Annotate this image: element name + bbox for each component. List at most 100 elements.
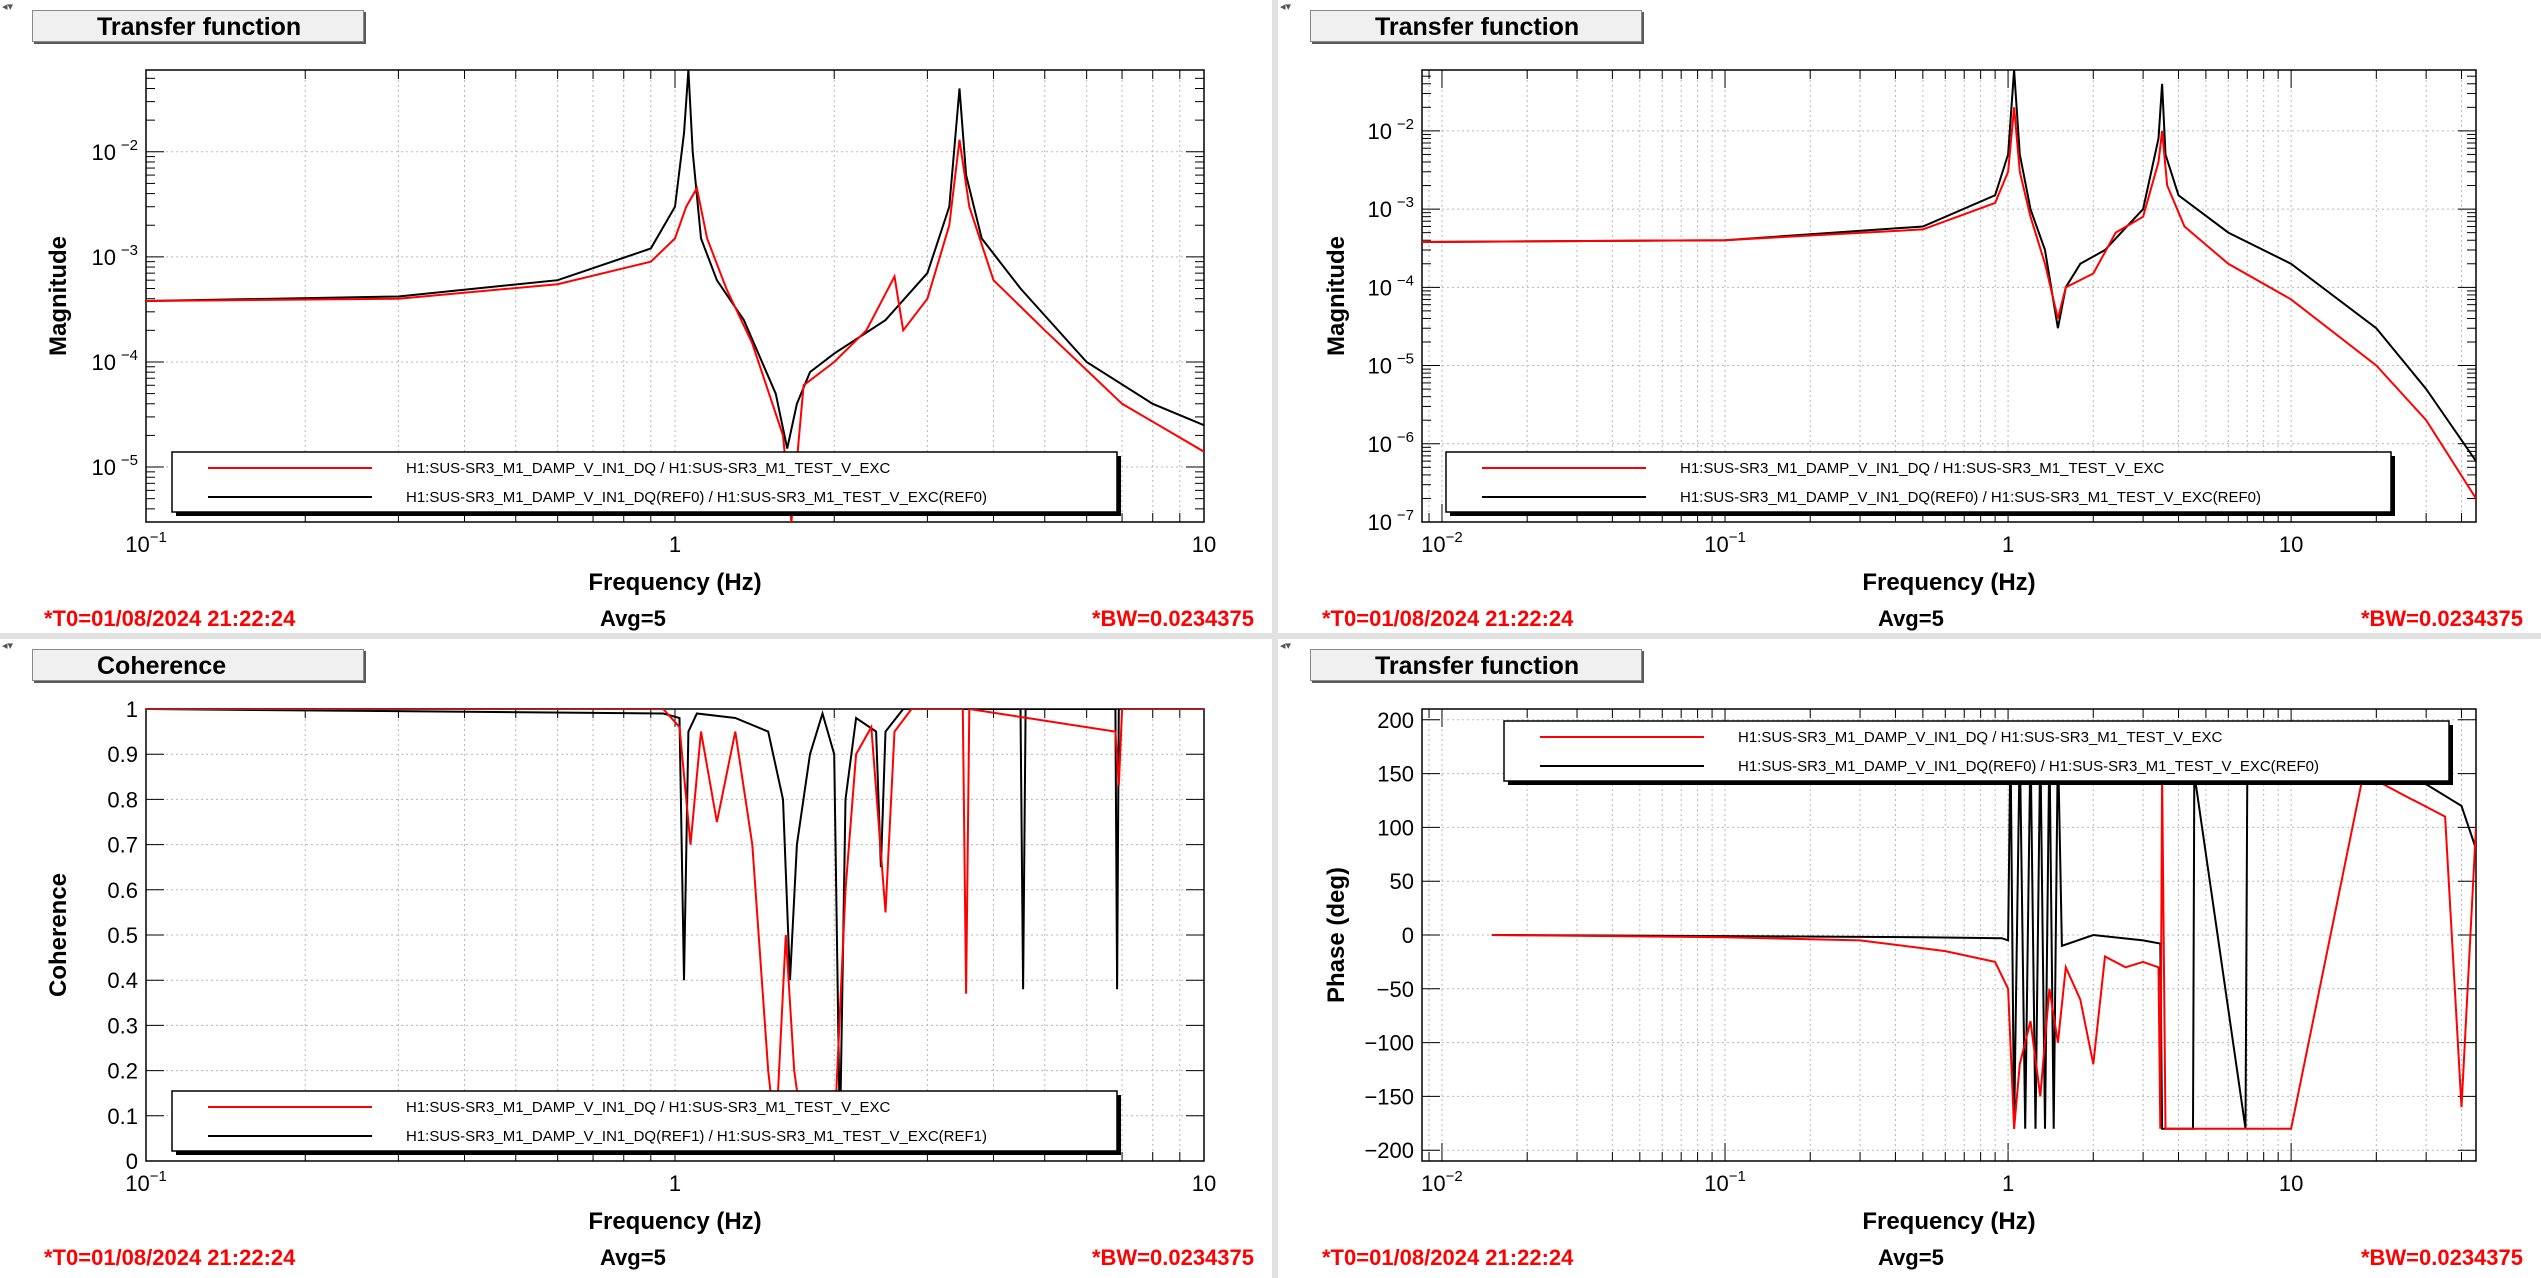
coherence-chart[interactable]: 10−1 1 1000.10.20.30.40.50.60.70.80.91Freq… — [0, 639, 1272, 1239]
legend-entry-label: H1:SUS-SR3_M1_DAMP_V_IN1_DQ / H1:SUS-SR3… — [1738, 729, 2223, 746]
y-tick-label: −150 — [1364, 1084, 1414, 1109]
x-tick-label: 10−1 — [1704, 529, 1746, 557]
plot-frame — [1421, 708, 2477, 1162]
y-tick-label: 150 — [1377, 762, 1414, 787]
y-tick-label: 0.8 — [107, 787, 138, 812]
y-tick-label: 200 — [1377, 708, 1414, 733]
series-line-0 — [146, 70, 1204, 449]
phase-chart[interactable]: 10−2 10−1 1 10 −200 −150 −100 −50 0 50 100 150 200 Fr… — [1278, 639, 2541, 1239]
series-line-0 — [1422, 70, 2476, 462]
legend-entry-label: H1:SUS-SR3_M1_DAMP_V_IN1_DQ / H1:SUS-SR3… — [1680, 460, 2165, 477]
y-tick-label: 10 −4 — [1368, 272, 1414, 300]
averages-count: Avg=5 — [1878, 606, 1944, 631]
y-tick-label: 0.5 — [107, 923, 138, 948]
pad-resize-arrow-icon[interactable]: ◂▾ — [1280, 1, 1292, 13]
legend: H1:SUS-SR3_M1_DAMP_V_IN1_DQ / H1:SUS-SR3… — [171, 1090, 1121, 1155]
series-line-1 — [146, 139, 1204, 522]
x-tick-label: 10 — [1192, 1171, 1216, 1196]
y-tick-label: 10 −7 — [1368, 507, 1414, 535]
y-axis-label: Magnitude — [1323, 236, 1350, 356]
grid — [1422, 69, 2476, 523]
series-line-1 — [1491, 772, 2476, 1130]
y-tick-label: 100 — [1377, 815, 1414, 840]
y-tick-label: 0.6 — [107, 878, 138, 903]
pad-title: Transfer function — [1310, 649, 1642, 681]
x-tick-label: 10−1 — [125, 529, 167, 557]
t0-timestamp: *T0=01/08/2024 21:22:24 — [1322, 1245, 1574, 1270]
y-tick-label: 1 — [126, 697, 138, 722]
averages-count: Avg=5 — [600, 606, 666, 631]
legend-entry-label: H1:SUS-SR3_M1_DAMP_V_IN1_DQ / H1:SUS-SR3… — [406, 460, 891, 477]
t0-timestamp: *T0=01/08/2024 21:22:24 — [1322, 606, 1574, 631]
x-tick-label: 10−1 — [1704, 1168, 1746, 1196]
grid — [145, 69, 1205, 523]
y-tick-label: −100 — [1364, 1031, 1414, 1056]
x-tick-label: 1 — [669, 1171, 681, 1196]
bandwidth-value: *BW=0.0234375 — [2360, 1245, 2523, 1270]
y-tick-label: 0 — [1402, 923, 1414, 948]
averages-count: Avg=5 — [1878, 1245, 1944, 1270]
y-tick-label: 0 — [126, 1149, 138, 1174]
y-tick-label: 0.9 — [107, 742, 138, 767]
y-tick-label: 0.7 — [107, 833, 138, 858]
legend-entry-label: H1:SUS-SR3_M1_DAMP_V_IN1_DQ(REF0) / H1:S… — [406, 489, 987, 506]
pad-resize-arrow-icon[interactable]: ◂▾ — [2, 1, 14, 13]
legend: H1:SUS-SR3_M1_DAMP_V_IN1_DQ / H1:SUS-SR3… — [1445, 451, 2395, 516]
legend-entry-label: H1:SUS-SR3_M1_DAMP_V_IN1_DQ(REF0) / H1:S… — [1738, 758, 2319, 775]
y-tick-label: 10 −2 — [92, 137, 138, 165]
series-group — [146, 70, 1204, 522]
bandwidth-value: *BW=0.0234375 — [2360, 606, 2523, 631]
x-axis-label: Frequency (Hz) — [588, 1208, 761, 1235]
averages-count: Avg=5 — [600, 1245, 666, 1270]
x-tick-label: 10−2 — [1421, 1168, 1463, 1196]
y-tick-label: 10 −3 — [1368, 194, 1414, 222]
pad-resize-arrow-icon[interactable]: ◂▾ — [1280, 640, 1292, 652]
legend-entry-label: H1:SUS-SR3_M1_DAMP_V_IN1_DQ(REF1) / H1:S… — [406, 1128, 987, 1145]
y-tick-label: 50 — [1390, 869, 1414, 894]
bandwidth-value: *BW=0.0234375 — [1091, 606, 1254, 631]
pad-title: Transfer function — [1310, 10, 1642, 42]
x-tick-label: 1 — [669, 532, 681, 557]
series-line-1 — [1422, 107, 2476, 500]
x-axis-label: Frequency (Hz) — [1862, 569, 2035, 596]
magnitude-chart[interactable]: 10−2 10−1 1 10 10−7 10−6 10−5 10−4 10−3 10 −2 Frequ… — [1278, 0, 2541, 600]
grid — [145, 708, 1205, 1162]
plot-pad-bottom-right[interactable]: ◂▾ Transfer function 10−2 10−1 1 10 −200 −150… — [1278, 639, 2541, 1278]
y-tick-label: 10 −6 — [1368, 429, 1414, 457]
y-tick-label: 10 −3 — [92, 242, 138, 270]
y-axis-label: Magnitude — [45, 236, 72, 356]
x-tick-label: 1 — [2002, 532, 2014, 557]
pad-separator-horizontal[interactable] — [0, 633, 2541, 639]
legend-entry-label: H1:SUS-SR3_M1_DAMP_V_IN1_DQ / H1:SUS-SR3… — [406, 1099, 891, 1116]
legend: H1:SUS-SR3_M1_DAMP_V_IN1_DQ / H1:SUS-SR3… — [1503, 720, 2453, 785]
y-tick-label: 10 −5 — [1368, 351, 1414, 379]
legend: H1:SUS-SR3_M1_DAMP_V_IN1_DQ / H1:SUS-SR3… — [171, 451, 1121, 516]
bandwidth-value: *BW=0.0234375 — [1091, 1245, 1254, 1270]
legend-entry-label: H1:SUS-SR3_M1_DAMP_V_IN1_DQ(REF0) / H1:S… — [1680, 489, 2261, 506]
plot-pad-bottom-left[interactable]: ◂▾ Coherence 10−1 1 10 0 0.1 0.2 0.3 0.4 0.5 0.6 0… — [0, 639, 1272, 1278]
y-tick-label: 0.1 — [107, 1104, 138, 1129]
x-axis-label: Frequency (Hz) — [1862, 1208, 2035, 1235]
plot-frame — [145, 69, 1205, 523]
y-tick-label: 0.2 — [107, 1059, 138, 1084]
series-line-1 — [146, 709, 1204, 1143]
series-group — [1422, 70, 2476, 500]
pad-resize-arrow-icon[interactable]: ◂▾ — [2, 640, 14, 652]
magnitude-chart[interactable]: 10−1 1 10 10−5 10−4 10−3 10 −2 Frequency (Hz) Mag… — [0, 0, 1272, 600]
x-tick-label: 10 — [1192, 532, 1216, 557]
y-tick-label: 10 −2 — [1368, 116, 1414, 144]
pad-title: Transfer function — [32, 10, 364, 42]
pad-separator-vertical[interactable] — [1272, 0, 1278, 1278]
t0-timestamp: *T0=01/08/2024 21:22:24 — [44, 1245, 296, 1270]
y-tick-label: 10 −4 — [92, 347, 138, 375]
series-line-0 — [146, 709, 1204, 1139]
x-tick-label: 10 — [2279, 1171, 2303, 1196]
x-tick-label: 10 — [2279, 532, 2303, 557]
x-axis-label: Frequency (Hz) — [588, 569, 761, 596]
y-tick-label: 0.4 — [107, 968, 138, 993]
series-group — [146, 709, 1204, 1143]
y-axis-label: Phase (deg) — [1323, 867, 1350, 1003]
plot-pad-top-left[interactable]: ◂▾ Transfer function 10−1 1 10 10 −5 10 −4 10 −3… — [0, 0, 1272, 633]
plot-pad-top-right[interactable]: ◂▾ Transfer function 10−2 10−1 1 10 10 −7 10 −6… — [1278, 0, 2541, 633]
y-tick-label: −200 — [1364, 1138, 1414, 1163]
